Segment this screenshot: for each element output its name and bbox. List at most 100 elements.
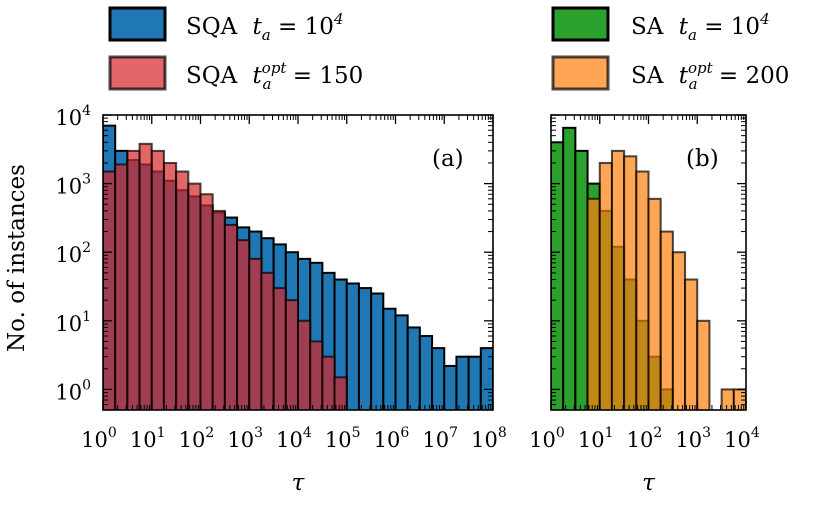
bar-a-s1-b11 <box>236 239 251 410</box>
bar-a-s1-b0 <box>103 170 117 410</box>
bar-a-s1-b7 <box>187 182 202 410</box>
x-tick-label-b-1: 101 <box>578 425 614 452</box>
legend-entry-sa-opt: SA topt a = 200 <box>551 55 789 93</box>
bar-a-s0-b23 <box>382 307 397 410</box>
legend-swatch-sa-opt <box>551 55 610 91</box>
x-tick-label-a-6: 106 <box>374 425 410 452</box>
bar-b-s1-b6 <box>623 155 638 410</box>
bar-b-s1-b10 <box>671 251 687 410</box>
legend-label-name: SQA <box>186 14 238 40</box>
legend-entry-sa-ta: SA ta = 104 <box>551 6 770 44</box>
bar-a-s0-b22 <box>370 292 385 410</box>
bar-a-s0-b29 <box>455 355 470 410</box>
x-axis-title-b: τ <box>642 470 656 496</box>
bar-a-s1-b12 <box>248 257 263 410</box>
y-tick-label-0: 100 <box>55 377 91 404</box>
bar-a-s1-b9 <box>211 209 226 410</box>
bar-b-s1-b9 <box>659 230 674 410</box>
y-ticks-a <box>103 114 493 406</box>
bar-a-s0-b35 <box>530 366 542 412</box>
y-tick-label-3: 103 <box>55 172 91 199</box>
x-tick-label-b-4: 104 <box>724 425 760 452</box>
x-tick-label-a-1: 101 <box>130 425 166 452</box>
panel-label-a: (a) <box>432 146 464 172</box>
bar-a-s0-b20 <box>345 282 360 410</box>
legend-entry-sqa-opt: SQA topt a = 150 <box>108 55 363 93</box>
legend-label-name: SA <box>631 14 664 40</box>
bar-a-s1-b14 <box>272 287 287 410</box>
x-tick-label-a-8: 108 <box>471 425 507 452</box>
bar-b-s1-b14 <box>720 388 735 410</box>
x-ticks-b <box>550 115 747 410</box>
legend-label-name: SQA <box>186 63 238 89</box>
bar-a-s1-b5 <box>162 161 178 410</box>
bar-a-s0-b30 <box>467 355 482 410</box>
bar-a-s1-b3 <box>138 142 153 410</box>
bar-a-s0-b33 <box>505 366 517 412</box>
bar-a-s0-b31 <box>479 347 493 410</box>
panel-label-b: (b) <box>686 146 719 172</box>
bar-a-s0-b54 <box>761 396 773 412</box>
bar-a-s0-b26 <box>418 335 434 410</box>
bar-a-s1-b2 <box>126 149 141 410</box>
bar-a-s0-b27 <box>431 347 446 410</box>
bar-a-s0-b21 <box>357 287 373 410</box>
bar-a-s1-b16 <box>297 319 312 410</box>
bar-a-s1-b10 <box>223 223 239 410</box>
bar-a-s1-b4 <box>150 149 165 410</box>
y-tick-label-4: 104 <box>55 103 91 130</box>
y-axis-title: No. of instances <box>4 164 30 352</box>
x-ticks-a <box>102 115 494 410</box>
bar-a-s1-b6 <box>175 170 190 410</box>
bar-a-s1-b13 <box>260 271 275 410</box>
bar-a-s0-b25 <box>406 326 421 410</box>
x-tick-label-a-3: 103 <box>227 425 263 452</box>
bar-a-s1-b19 <box>333 376 348 410</box>
bar-b-s0-b2 <box>574 149 589 410</box>
bar-b-s0-b0 <box>551 141 565 410</box>
bar-a-s0-b34 <box>517 372 529 412</box>
svg-text:SA ta = 104: SA ta = 104 <box>631 10 770 44</box>
legend-entry-sqa-ta: SQA ta = 104 <box>108 6 343 44</box>
bar-a-s1-b18 <box>321 355 336 410</box>
bar-b-s1-b11 <box>684 278 699 410</box>
x-tick-label-a-0: 100 <box>81 425 117 452</box>
bar-a-s1-b17 <box>309 340 324 410</box>
x-tick-label-b-3: 103 <box>675 425 711 452</box>
panel-a: 100 101 102 103 104 105 106 107 1081001011021031… <box>55 103 798 496</box>
bar-b-s0-b1 <box>562 126 577 410</box>
legend-swatch-sa-ta <box>551 6 610 42</box>
bar-b-s1-b3 <box>586 197 601 410</box>
bar-a-s0-b24 <box>394 314 409 410</box>
bar-a-s0-b56 <box>786 393 798 412</box>
legend-swatch-sqa-ta <box>108 6 167 42</box>
x-axis-title-a: τ <box>292 470 306 496</box>
bar-a-s1-b8 <box>199 193 214 410</box>
svg-text:SQA ta = 104: SQA ta = 104 <box>186 10 343 44</box>
legend: SQA ta = 104 SQA topt a = 150 SA ta = 104… <box>108 6 789 93</box>
panel-b: 100 101 102 103 104 (b) τ <box>529 114 760 496</box>
bar-b-s1-b7 <box>635 170 650 410</box>
x-tick-label-b-2: 102 <box>627 425 663 452</box>
legend-label-name: SA <box>631 63 664 89</box>
bar-b-s1-b4 <box>598 161 613 410</box>
legend-swatch-sqa-opt <box>108 55 167 91</box>
x-tick-label-b-0: 100 <box>529 425 565 452</box>
x-tick-label-a-7: 107 <box>422 425 458 452</box>
x-tick-label-a-2: 102 <box>179 425 215 452</box>
bar-a-s1-b1 <box>114 163 129 410</box>
x-tick-label-a-4: 104 <box>276 425 312 452</box>
bar-a-s0-b32 <box>492 351 493 410</box>
bar-a-s0-b28 <box>443 364 458 410</box>
bar-b-s1-b8 <box>647 197 662 410</box>
bar-a-s1-b15 <box>284 299 299 410</box>
y-ticks-b <box>551 114 746 406</box>
y-tick-label-1: 101 <box>55 309 91 336</box>
bar-b-s1-b12 <box>696 319 711 410</box>
bars-group <box>103 124 798 412</box>
bars-group <box>551 126 746 410</box>
x-tick-label-a-5: 105 <box>325 425 361 452</box>
